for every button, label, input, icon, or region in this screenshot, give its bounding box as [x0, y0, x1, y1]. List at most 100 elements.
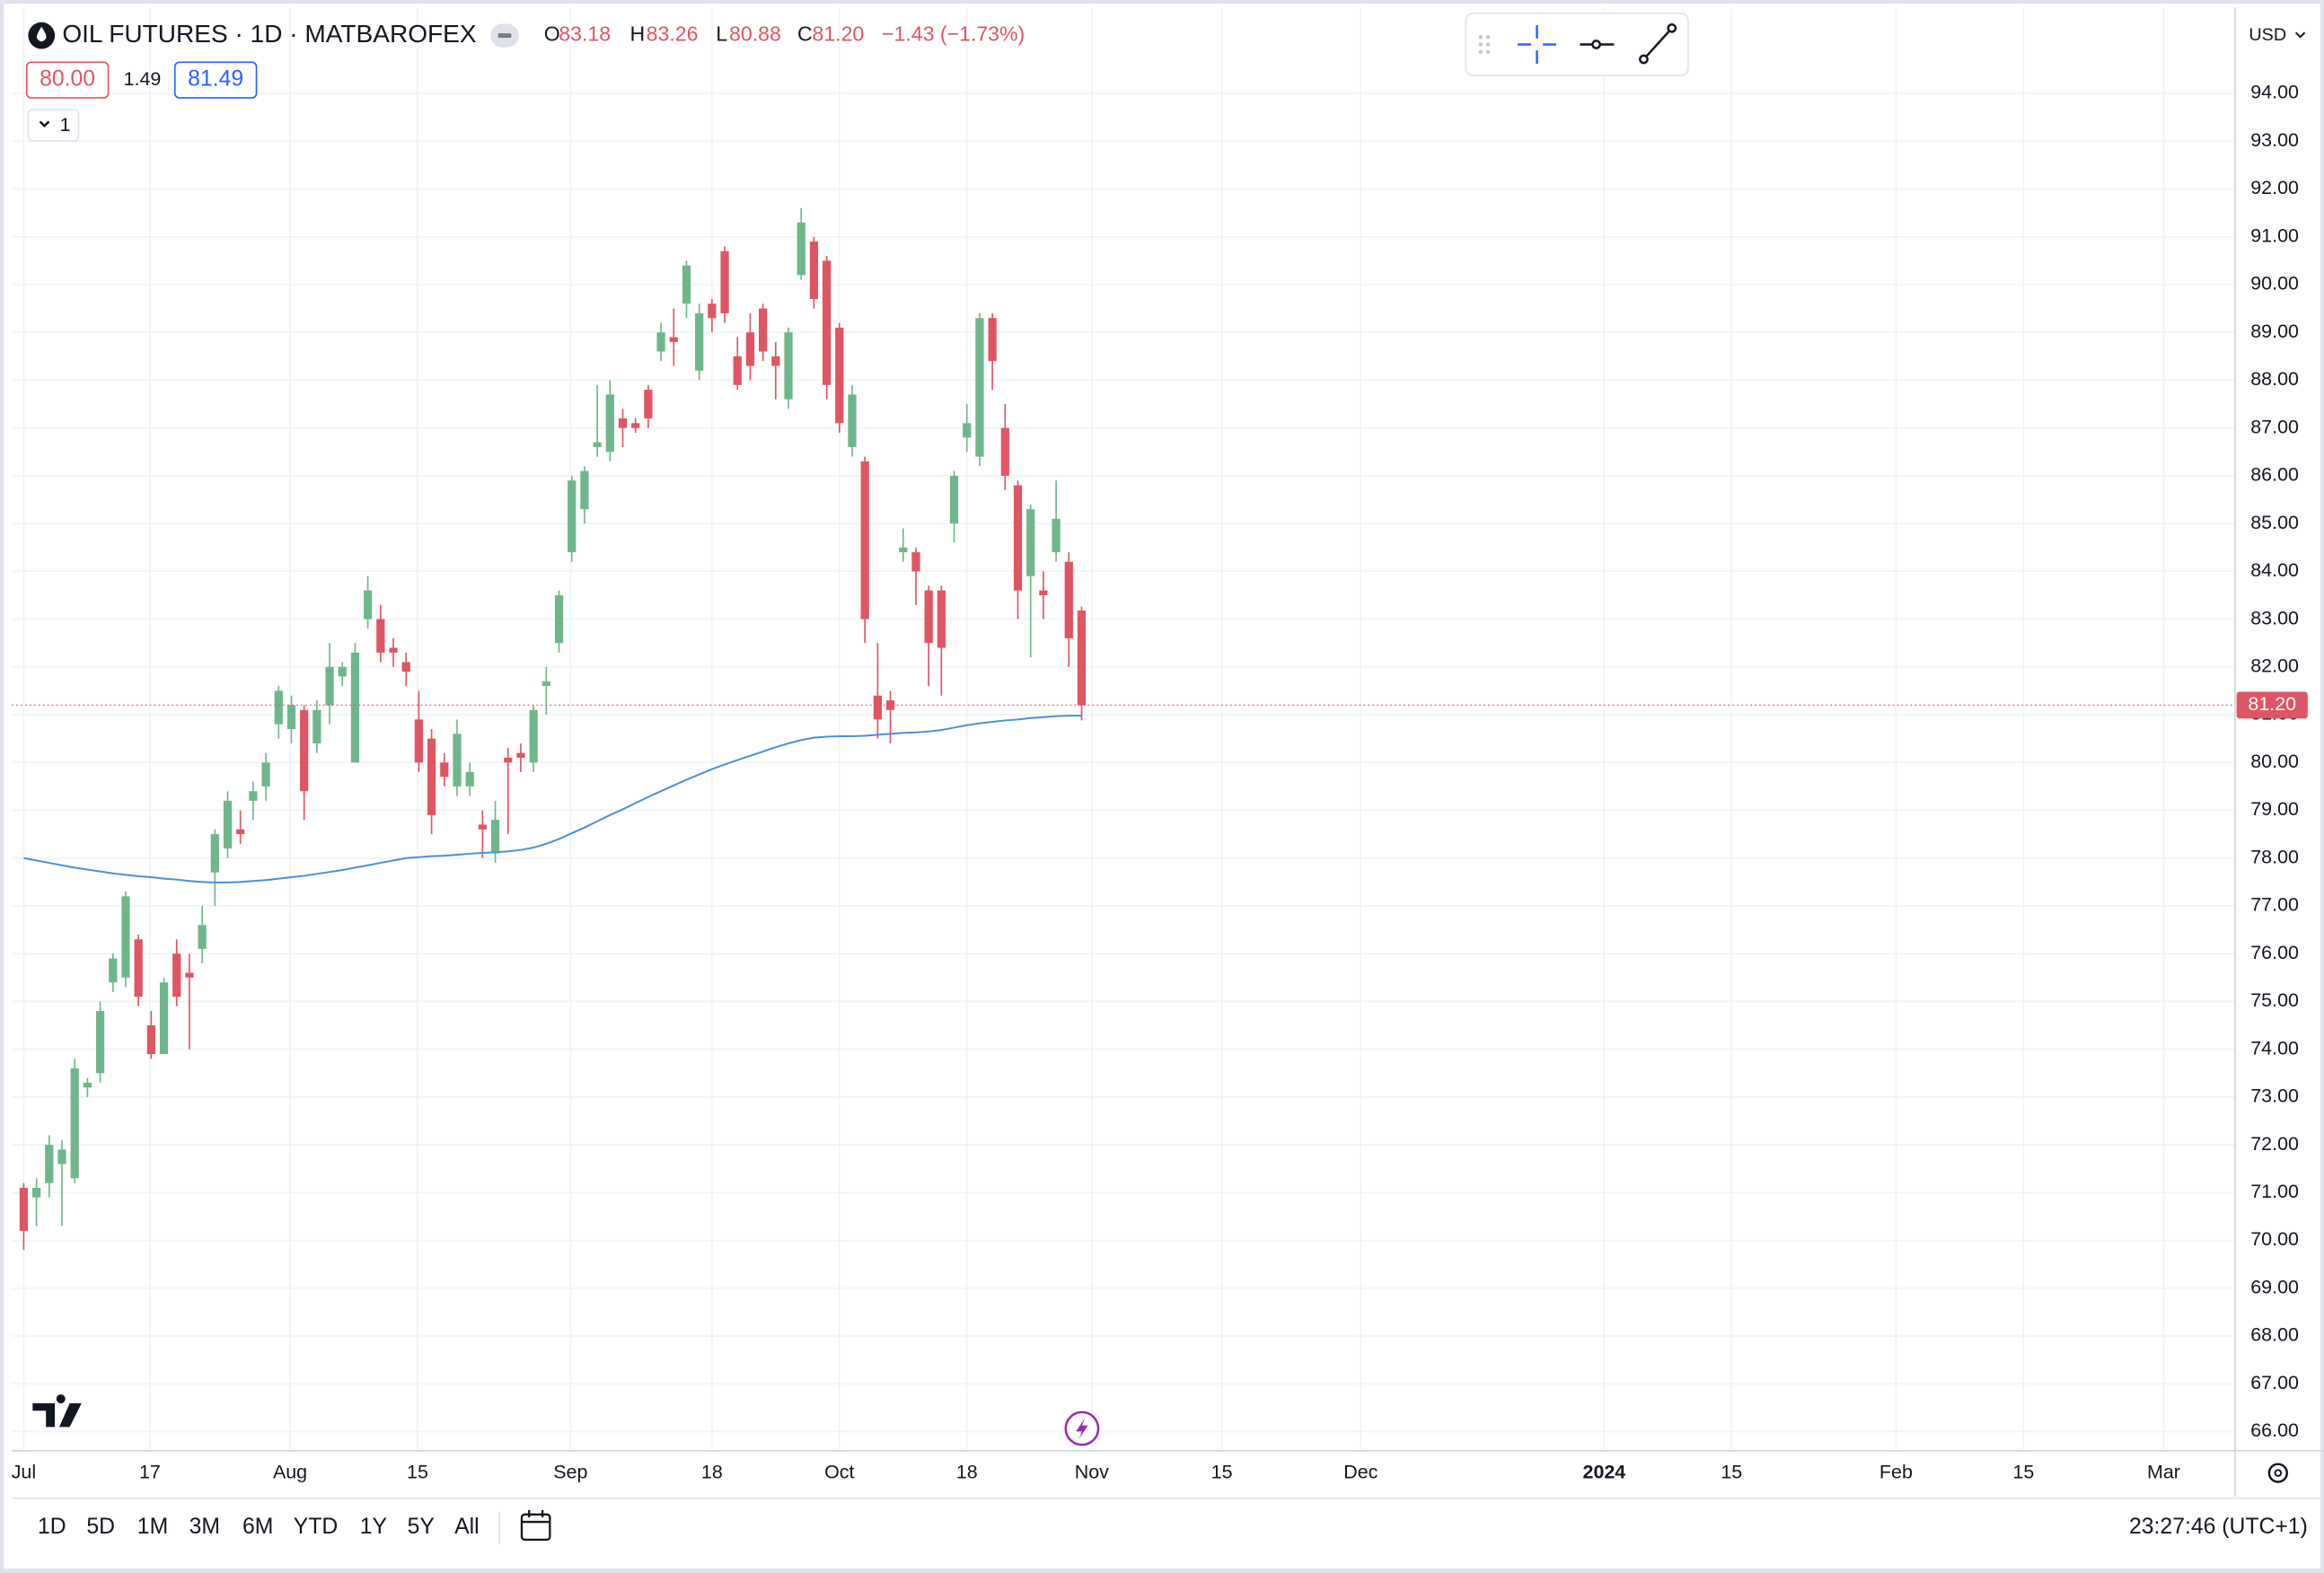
candle-body: [695, 312, 704, 371]
x-tick-label: Mar: [2147, 1461, 2180, 1482]
candle-body: [414, 719, 424, 763]
candle-body: [644, 390, 653, 419]
candle-body: [146, 1025, 155, 1054]
candle-body: [554, 594, 564, 644]
candle-body: [364, 590, 373, 620]
y-tick-label: 91.00: [2250, 224, 2299, 246]
last-price-tag: [2236, 691, 2308, 719]
range-button[interactable]: All: [454, 1515, 480, 1539]
candle-body: [529, 709, 538, 763]
candle-body: [873, 695, 882, 720]
candle-body: [325, 666, 334, 706]
currency-chevron: [2294, 31, 2306, 39]
y-tick-label: 89.00: [2250, 321, 2299, 342]
y-tick-label: 94.00: [2250, 82, 2299, 103]
candle-body: [797, 222, 805, 276]
candle-body: [300, 709, 309, 792]
x-tick-label: Dec: [1343, 1461, 1378, 1482]
bid-box[interactable]: [25, 61, 110, 99]
settings-button[interactable]: [2267, 1463, 2288, 1483]
range-button[interactable]: 1D: [38, 1515, 66, 1539]
candle-body: [313, 709, 321, 743]
ask: 81.49: [188, 67, 243, 92]
candle-body: [708, 303, 717, 319]
candle-body: [771, 356, 780, 366]
legend-open: 83.18: [559, 22, 611, 46]
indicator-count: 1: [60, 114, 71, 136]
y-tick-label: 92.00: [2250, 177, 2299, 198]
candle-body: [376, 619, 385, 653]
candle-body: [249, 791, 258, 801]
range-button[interactable]: 1M: [137, 1515, 168, 1539]
moving-average: [23, 715, 1082, 883]
candle-body: [822, 260, 832, 385]
y-tick-label: 93.00: [2250, 129, 2299, 151]
legend-o: O: [544, 22, 560, 46]
range-button[interactable]: 6M: [242, 1515, 273, 1539]
range-button[interactable]: 3M: [189, 1515, 220, 1539]
candle-body: [70, 1068, 79, 1179]
candle-body: [809, 242, 819, 299]
candle-body: [580, 470, 589, 510]
candle-body: [860, 461, 869, 620]
spread: 1.49: [124, 68, 162, 90]
candle-body: [440, 762, 449, 778]
range-button[interactable]: 1Y: [360, 1515, 387, 1539]
clock: 23:27:46 (UTC+1): [2129, 1515, 2308, 1539]
ask-box[interactable]: [173, 61, 258, 99]
x-tick-label: 18: [956, 1461, 978, 1482]
candle-body: [1052, 518, 1061, 553]
range-button[interactable]: 5D: [86, 1515, 115, 1539]
candle-body: [159, 982, 169, 1054]
candle-body: [465, 771, 474, 786]
y-tick-label: 66.00: [2250, 1419, 2299, 1441]
hline-tool[interactable]: [1580, 40, 1615, 49]
currency-button[interactable]: [2239, 17, 2314, 54]
crosshair-tool[interactable]: [1518, 25, 1557, 64]
go-to-date[interactable]: [520, 1509, 551, 1542]
indicator-toggle[interactable]: [27, 109, 80, 142]
candle-body: [57, 1149, 66, 1164]
y-tick-label: 84.00: [2250, 559, 2299, 581]
legend-close: 81.20: [812, 22, 864, 46]
range-button[interactable]: YTD: [294, 1515, 339, 1539]
x-tick-label: 17: [139, 1461, 161, 1482]
candle-body: [236, 829, 245, 835]
last-price-label: 81.20: [2248, 693, 2296, 715]
candle-body: [19, 1188, 29, 1231]
candle-body: [261, 762, 270, 786]
y-tick-label: 77.00: [2250, 894, 2299, 916]
candle-body: [1000, 427, 1009, 476]
y-tick-label: 68.00: [2250, 1324, 2299, 1346]
x-tick-label: Oct: [824, 1461, 854, 1482]
candle-body: [541, 681, 550, 687]
candle-body: [784, 332, 793, 400]
candle-body: [389, 647, 398, 653]
drop-icon: [36, 26, 47, 42]
candle-body: [988, 318, 997, 362]
candle-body: [478, 824, 487, 830]
bolt: [1076, 1418, 1088, 1439]
candle-body: [682, 265, 691, 304]
candle-body: [593, 442, 602, 447]
trendline-tool[interactable]: [1639, 22, 1677, 65]
legend-low: 80.88: [729, 22, 781, 46]
bid: 80.00: [40, 67, 95, 92]
y-tick-label: 72.00: [2250, 1133, 2299, 1155]
candle-body: [45, 1145, 54, 1183]
range-toolbar: 1D 5D 1M 3M 6M YTD 1Y 5Y All: [38, 1515, 480, 1539]
candle-body: [286, 705, 296, 730]
candle-body: [31, 1188, 41, 1198]
candle-body: [83, 1082, 92, 1088]
y-tick-label: 85.00: [2250, 512, 2299, 533]
y-tick-label: 73.00: [2250, 1085, 2299, 1107]
candle-body: [924, 590, 933, 644]
range-button[interactable]: 5Y: [408, 1515, 435, 1539]
y-tick-label: 82.00: [2250, 655, 2299, 676]
candle-body: [848, 394, 857, 447]
legend-c: C: [797, 22, 813, 46]
x-tick-label: Nov: [1075, 1461, 1109, 1482]
x-tick-label: Sep: [553, 1461, 587, 1482]
